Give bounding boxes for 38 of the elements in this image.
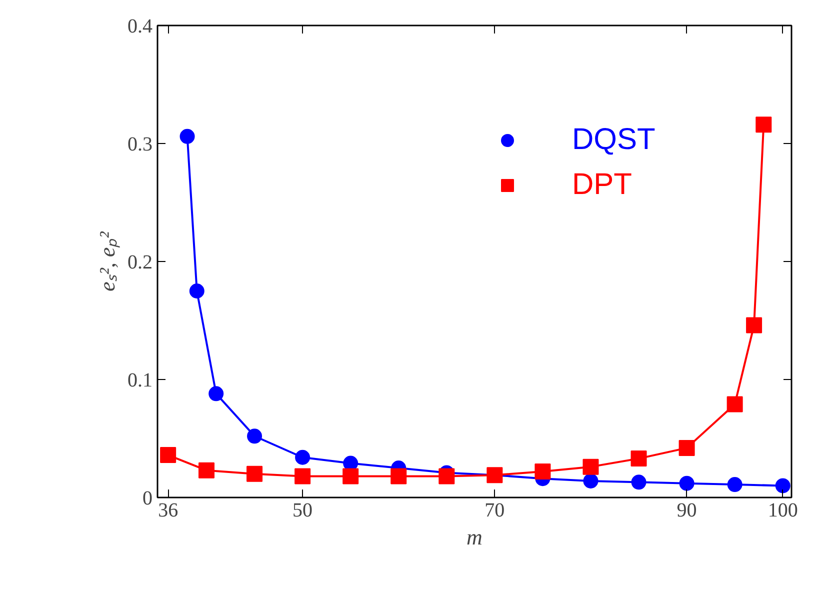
- point: [630, 450, 647, 467]
- legend-label: DPT: [572, 168, 632, 202]
- point: [198, 462, 214, 478]
- point: [726, 396, 743, 412]
- point: [679, 476, 694, 491]
- point: [582, 458, 599, 475]
- point: [534, 464, 551, 480]
- point: [438, 468, 455, 484]
- point: [208, 386, 224, 402]
- legend-label: DQST: [572, 123, 656, 157]
- x-tick-label: 36: [158, 500, 178, 522]
- y-tick-label: 0: [142, 488, 152, 510]
- y-tick-label: 0.4: [128, 16, 152, 38]
- point: [189, 284, 204, 298]
- point: [727, 477, 742, 492]
- x-tick-label: 70: [484, 500, 505, 522]
- point: [775, 478, 790, 494]
- point: [246, 466, 263, 482]
- point: [160, 447, 176, 464]
- y-tick-label: 0.1: [128, 370, 152, 392]
- point: [746, 317, 762, 334]
- point: [631, 474, 646, 490]
- point: [342, 468, 359, 484]
- x-axis-title: m: [466, 524, 482, 550]
- point: [756, 116, 772, 133]
- y-tick-label: 0.2: [128, 252, 152, 274]
- y-tick-label: 0.3: [128, 134, 152, 156]
- point: [583, 473, 598, 488]
- point: [295, 450, 310, 465]
- point: [180, 128, 195, 144]
- y-axis-title: eₛ², eₚ²: [94, 231, 120, 292]
- point: [390, 468, 407, 484]
- point: [678, 440, 695, 456]
- x-tick-label: 90: [676, 500, 697, 522]
- x-tick-label: 100: [768, 500, 798, 522]
- x-tick-label: 50: [292, 500, 313, 522]
- point: [247, 428, 262, 444]
- point: [294, 468, 311, 484]
